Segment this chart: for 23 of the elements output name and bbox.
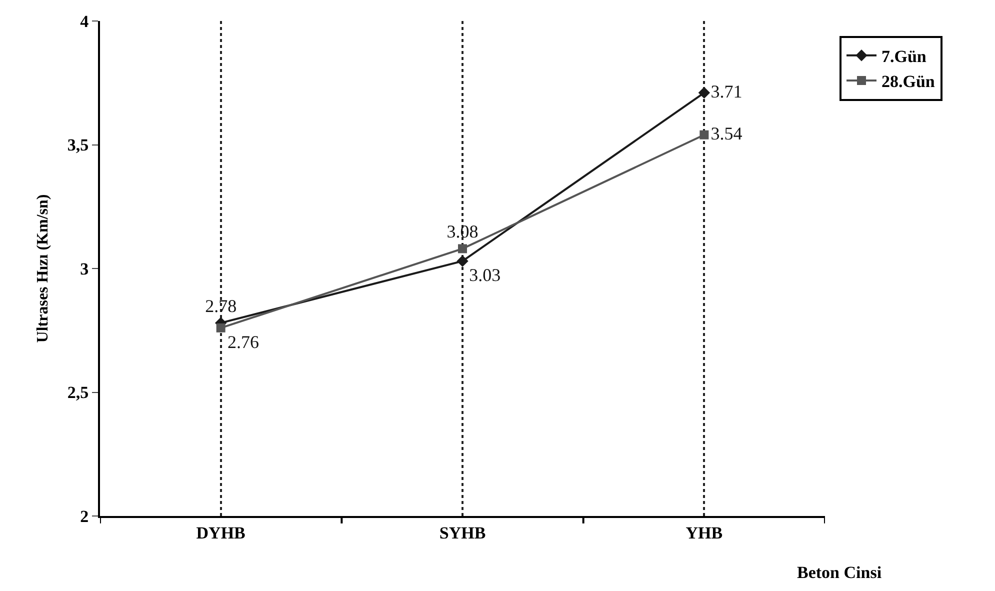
x-tick-label: SYHB	[439, 523, 486, 542]
point	[456, 255, 468, 267]
y-tick-label: 2	[80, 506, 89, 526]
data-label: 3.03	[469, 265, 501, 286]
point	[698, 86, 710, 99]
data-label: 2.78	[205, 296, 237, 316]
data-label: 2.76	[227, 332, 259, 352]
data-label: 3.71	[710, 81, 742, 102]
point	[216, 323, 226, 332]
legend-label: 7.Gün	[882, 47, 927, 66]
point	[700, 130, 709, 140]
y-tick-label: 3	[80, 259, 89, 278]
legend-label: 28.Gün	[882, 72, 936, 92]
data-label: 3.08	[446, 222, 478, 242]
y-tick-label: 3,5	[67, 136, 89, 155]
x-tick-label: YHB	[686, 523, 723, 542]
y-axis-title: Ultrases Hızı (Km/sn)	[34, 194, 52, 343]
x-axis-title: Beton Cinsi	[797, 563, 882, 582]
point	[458, 244, 467, 254]
x-tick-label: DYHB	[196, 523, 246, 542]
y-tick-label: 2,5	[67, 383, 89, 402]
y-tick-label: 4	[80, 12, 90, 31]
data-label: 3.54	[710, 123, 742, 144]
